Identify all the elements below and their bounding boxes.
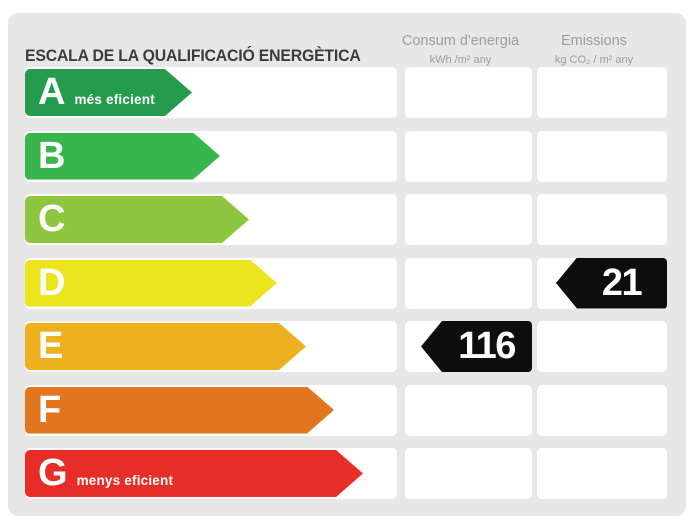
energy-scale-card: ESCALA DE LA QUALIFICACIÓ ENERGÈTICA Con… (8, 13, 686, 516)
page-title: ESCALA DE LA QUALIFICACIÓ ENERGÈTICA (25, 46, 361, 65)
rating-letter-a: A (38, 71, 66, 113)
consum-value: 116 (458, 325, 516, 367)
rating-track-g: G menys eficient (25, 448, 397, 499)
rating-row-c: C (25, 194, 667, 245)
rating-letter-f: F (38, 388, 62, 431)
consum-cell-d (405, 257, 532, 309)
rating-arrow-e: E (25, 323, 306, 370)
emissions-cell-g (537, 448, 667, 499)
rating-track-c: C (25, 194, 397, 245)
consum-column-label: Consum d'energia (401, 33, 520, 49)
rating-arrow-a: A més eficient (25, 69, 192, 116)
consum-cell-a (405, 67, 532, 118)
consum-column-header: Consum d'energia kWh /m² any (397, 33, 524, 67)
rating-letter-c: C (38, 198, 66, 240)
emissions-cell-a (537, 67, 667, 118)
rating-rows: A més eficient B (25, 67, 667, 499)
rating-note-g: menys eficient (76, 473, 174, 488)
rating-row-g: G menys eficient (25, 448, 667, 499)
rating-arrow-f: F (25, 387, 334, 434)
emissions-cell-e (537, 321, 667, 372)
emissions-cell-c (537, 194, 667, 245)
consum-cell-f (405, 384, 532, 436)
rating-row-f: F (25, 384, 667, 436)
rating-arrow-b: B (25, 133, 220, 180)
consum-column-unit: kWh /m² any (429, 54, 492, 66)
consum-cell-c (405, 194, 532, 245)
consum-cell-b (405, 130, 532, 182)
rating-letter-d: D (38, 261, 66, 304)
emissions-value-badge: 21 (556, 257, 667, 309)
rating-note-a: més eficient (74, 92, 155, 107)
emissions-cell-b (537, 130, 667, 182)
emissions-value: 21 (601, 261, 643, 304)
emissions-column-header: Emissions kg CO₂ / m² any (529, 33, 659, 67)
rating-track-b: B (25, 130, 397, 182)
rating-arrow-d: D (25, 260, 277, 307)
rating-letter-g: G (38, 452, 68, 494)
rating-row-e: E 116 (25, 321, 667, 372)
emissions-column-unit: kg CO₂ / m² any (554, 54, 634, 66)
consum-cell-g (405, 448, 532, 499)
rating-letter-b: B (38, 134, 66, 177)
rating-track-a: A més eficient (25, 67, 397, 118)
emissions-cell-d: 21 (537, 257, 667, 309)
rating-row-a: A més eficient (25, 67, 667, 118)
consum-cell-e: 116 (405, 321, 532, 372)
rating-letter-e: E (38, 325, 64, 367)
rating-arrow-g: G menys eficient (25, 450, 363, 497)
rating-track-e: E (25, 321, 397, 372)
rating-row-b: B (25, 130, 667, 182)
emissions-cell-f (537, 384, 667, 436)
rating-row-d: D 21 (25, 257, 667, 309)
rating-arrow-c: C (25, 196, 249, 243)
consum-value-badge: 116 (421, 321, 532, 372)
rating-track-f: F (25, 384, 397, 436)
rating-track-d: D (25, 257, 397, 309)
emissions-column-label: Emissions (560, 33, 628, 49)
